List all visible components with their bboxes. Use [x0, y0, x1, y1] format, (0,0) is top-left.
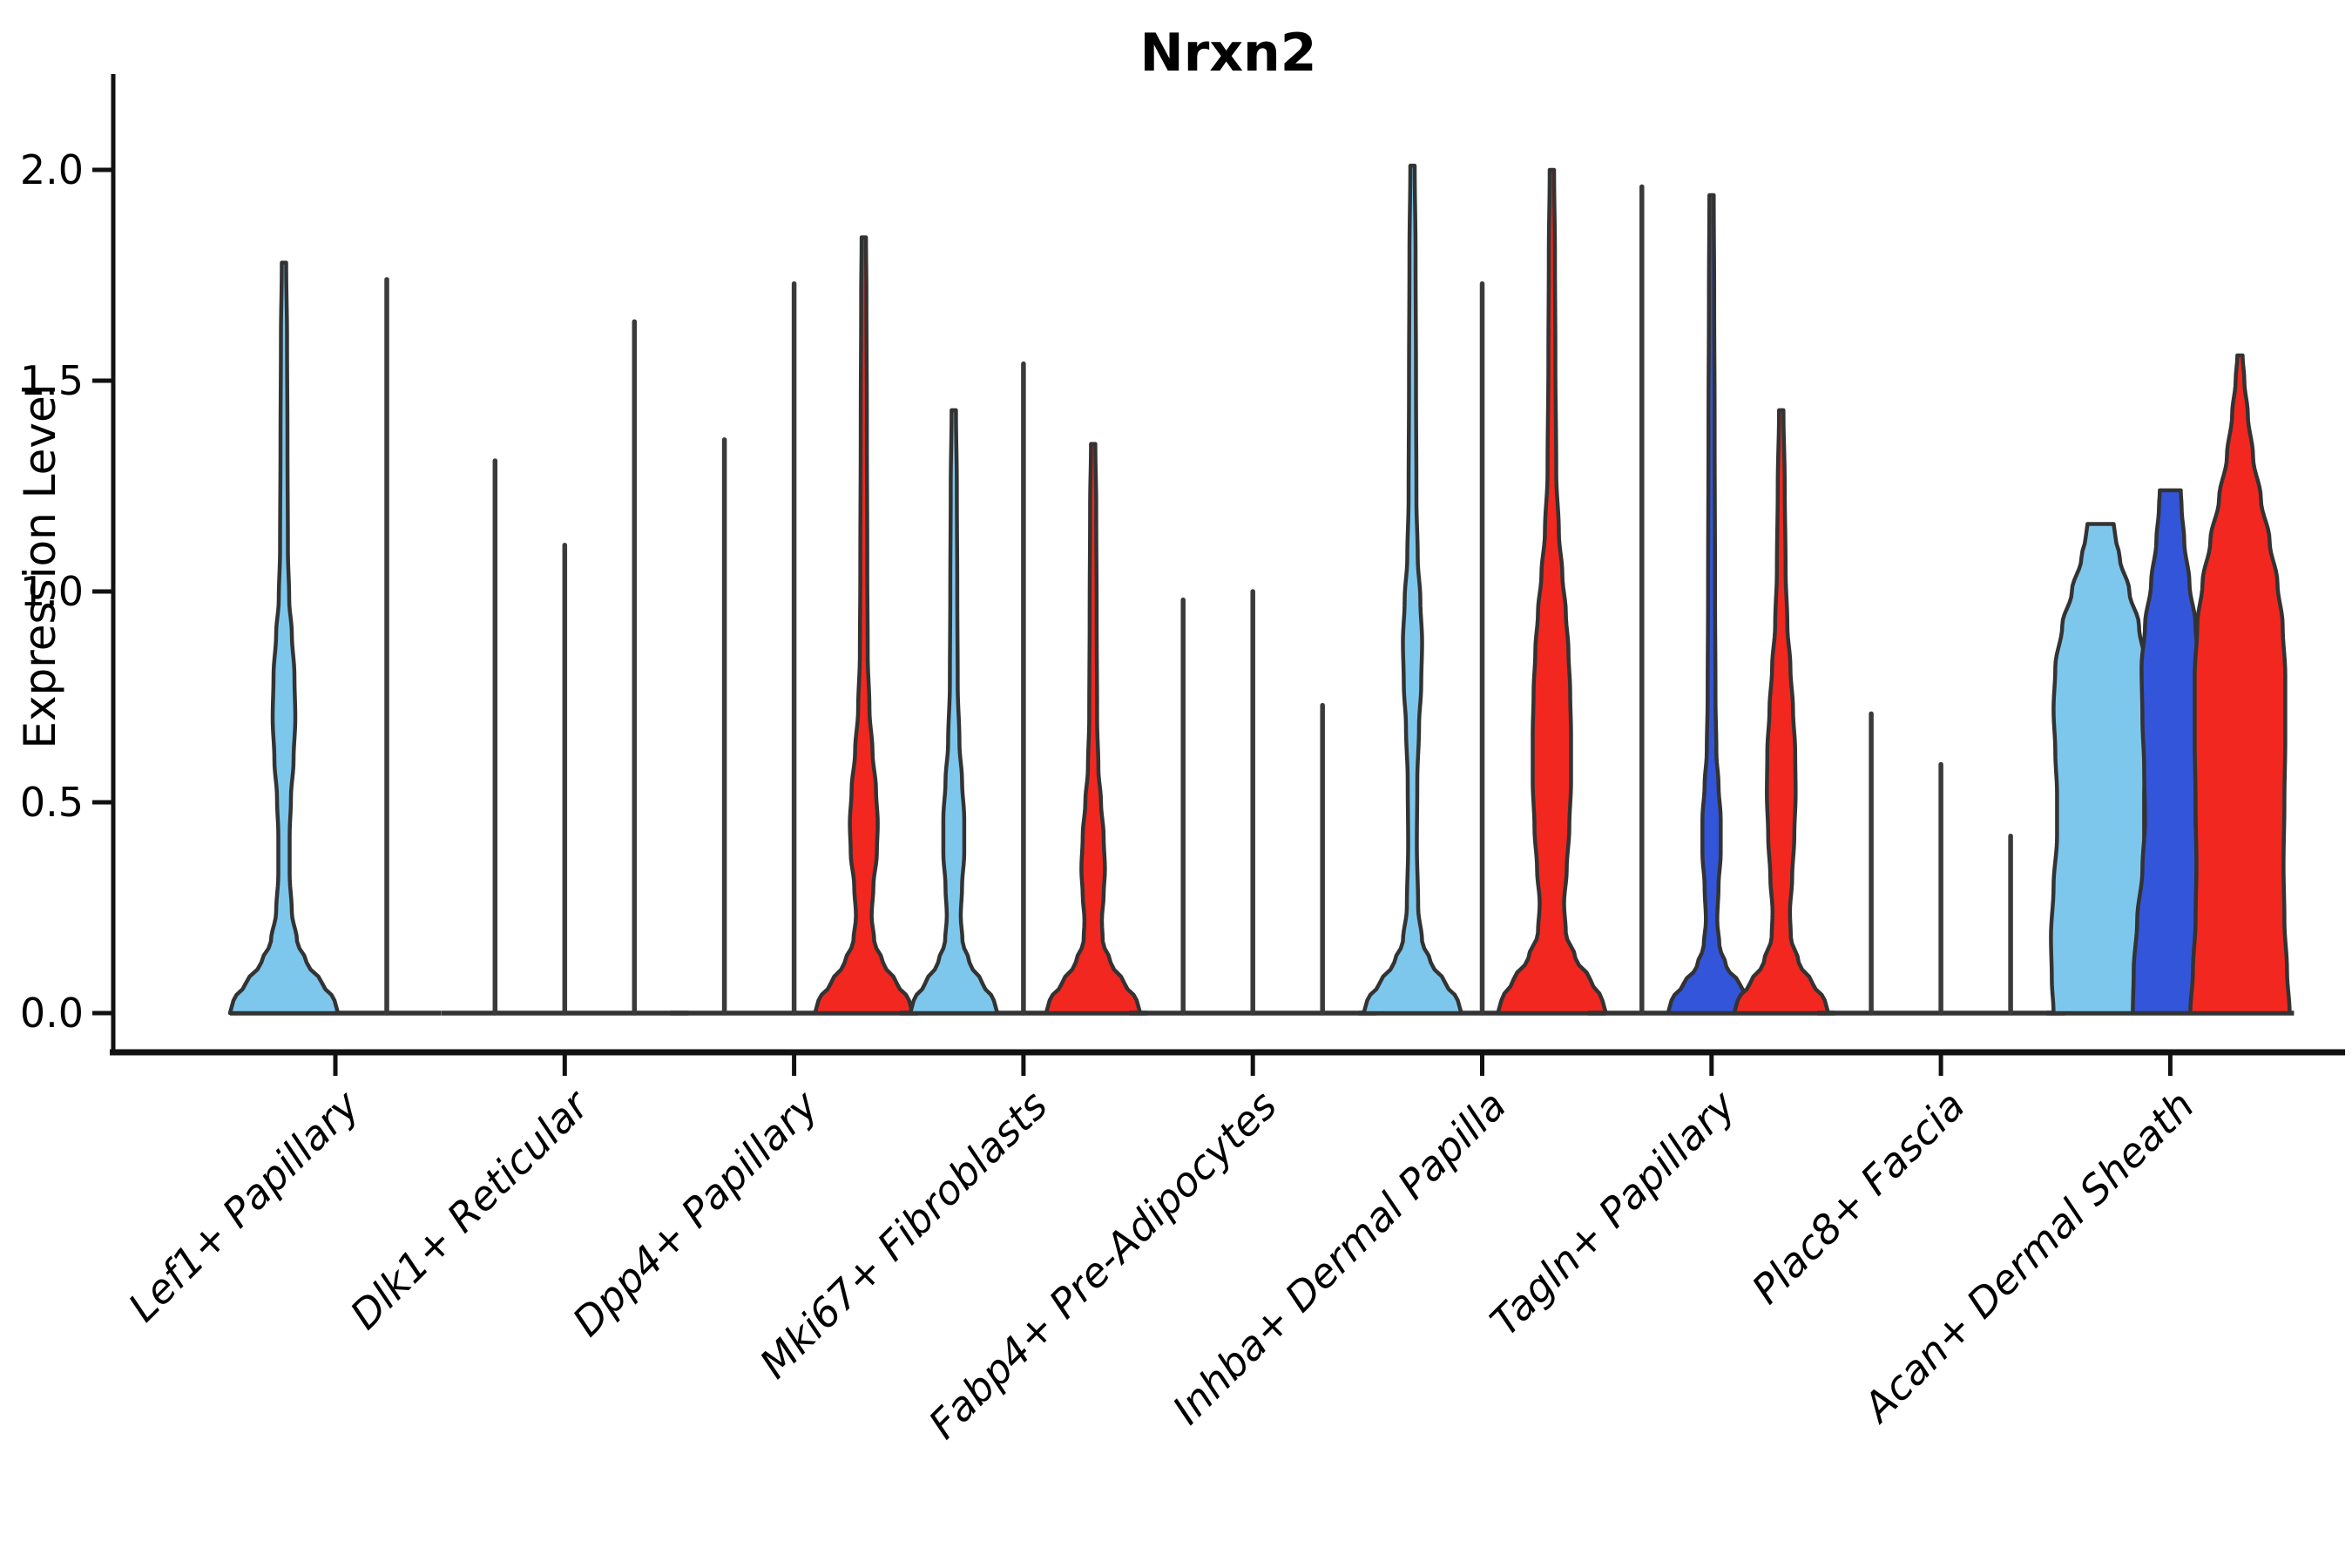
violin-light_blue	[227, 260, 341, 1016]
y-tick-label: 1.0	[20, 568, 84, 615]
violin-red	[1496, 167, 1608, 1016]
violin-red	[813, 235, 915, 1016]
x-tick-label: Tagln+ Papillary	[1481, 1081, 1745, 1345]
chart-title: Nrxn2	[1139, 23, 1317, 84]
violin-red	[1732, 408, 1831, 1016]
violin-red	[1044, 442, 1143, 1016]
violin-light_blue	[908, 408, 1000, 1016]
violin-red	[2188, 353, 2292, 1016]
x-tick-label: Lef1+ Papillary	[119, 1081, 368, 1330]
violin-dark_blue	[1666, 193, 1758, 1016]
y-tick-label: 1.5	[20, 357, 84, 404]
y-tick-label: 0.0	[20, 990, 84, 1037]
x-tick-label: Dpp4+ Papillary	[564, 1081, 828, 1345]
x-tick-label: Dlk1+ Reticular	[341, 1079, 599, 1338]
violin-light_blue	[1362, 163, 1463, 1016]
y-tick-label: 0.5	[20, 779, 84, 826]
x-tick-label: Plac8+ Fascia	[1742, 1082, 1973, 1313]
y-tick-label: 2.0	[20, 146, 84, 193]
